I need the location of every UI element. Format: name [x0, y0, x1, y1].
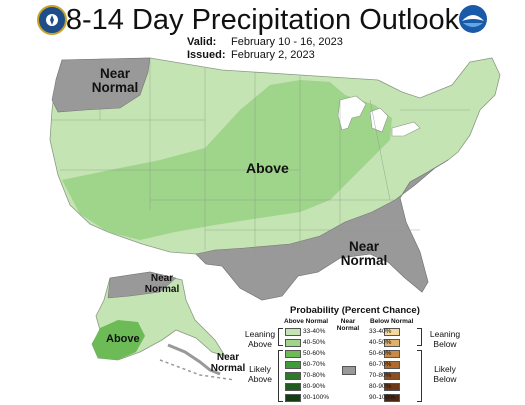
legend-below-range: 40-50%	[369, 339, 392, 346]
valid-dates: Valid: February 10 - 16, 2023	[187, 36, 343, 48]
nw-near-normal-shape	[51, 57, 151, 113]
legend-above-swatch	[285, 350, 301, 358]
bracket-leaning-above	[278, 328, 283, 346]
legend-title: Probability (Percent Chance)	[290, 305, 420, 316]
legend-below-range: 33-40%	[369, 328, 392, 335]
alaska-above-shape	[92, 320, 145, 360]
legend-leaning-below: Leaning Below	[429, 329, 461, 349]
legend-above-range: 50-60%	[303, 350, 326, 357]
legend-below-range: 50-60%	[369, 350, 392, 357]
legend-below-range: 70-80%	[369, 372, 392, 379]
legend-above-swatch	[285, 361, 301, 369]
aleutian-shape	[167, 343, 221, 376]
legend-below-swatch	[384, 394, 400, 402]
issued-date: Issued: February 2, 2023	[187, 49, 315, 61]
legend-above-range: 80-90%	[303, 383, 326, 390]
great-lakes-shape	[337, 95, 421, 137]
label-ak-above: Above	[106, 333, 140, 345]
map-title: 8-14 Day Precipitation Outlook	[65, 4, 460, 36]
legend-above-swatch	[285, 328, 301, 336]
se-near-normal-shape	[195, 159, 449, 301]
legend-near-normal-swatch	[342, 366, 356, 375]
label-nw-near-normal: Near Normal	[91, 66, 139, 96]
noaa-logo-icon	[459, 5, 487, 33]
aleutian-islands-shape	[159, 359, 236, 381]
bracket-leaning-below	[417, 328, 422, 346]
bracket-likely-below	[417, 350, 422, 402]
legend-above-swatch	[285, 339, 301, 347]
legend-below-header: Below Normal	[370, 318, 414, 325]
legend-below-swatch	[384, 339, 400, 347]
doc-seal-icon	[37, 5, 67, 35]
legend-above-swatch	[285, 383, 301, 391]
legend-below-swatch	[384, 361, 400, 369]
legend-below-range: 80-90%	[369, 383, 392, 390]
legend-above-range: 70-80%	[303, 372, 326, 379]
alaska-near-normal-shape	[107, 271, 177, 299]
legend-below-swatch	[384, 350, 400, 358]
valid-label: Valid:	[187, 36, 217, 48]
legend-above-header: Above Normal	[284, 318, 329, 325]
legend-above-range: 33-40%	[303, 328, 326, 335]
label-aleutian-near-normal: Near Normal	[210, 352, 246, 374]
legend-below-swatch	[384, 383, 400, 391]
bracket-likely-above	[278, 350, 283, 402]
label-above-central: Above	[246, 160, 289, 176]
legend-likely-above: Likely Above	[247, 364, 273, 384]
legend-below-swatch	[384, 328, 400, 336]
legend-leaning-above: Leaning Above	[244, 329, 276, 349]
legend-above-range: 60-70%	[303, 361, 326, 368]
legend-below-swatch	[384, 372, 400, 380]
legend-above-swatch	[285, 372, 301, 380]
legend-below-range: 90-100%	[369, 394, 396, 401]
issued-label: Issued:	[187, 49, 226, 61]
legend-above-range: 90-100%	[303, 394, 330, 401]
legend-above-swatch	[285, 394, 301, 402]
valid-value: February 10 - 16, 2023	[231, 36, 343, 48]
label-se-near-normal: Near Normal	[340, 239, 388, 269]
label-ak-near-normal: Near Normal	[144, 273, 180, 295]
issued-value: February 2, 2023	[231, 49, 315, 61]
legend-below-range: 60-70%	[369, 361, 392, 368]
legend-near-header: Near Normal	[336, 318, 360, 333]
legend-likely-below: Likely Below	[433, 364, 457, 384]
legend-above-range: 40-50%	[303, 339, 326, 346]
